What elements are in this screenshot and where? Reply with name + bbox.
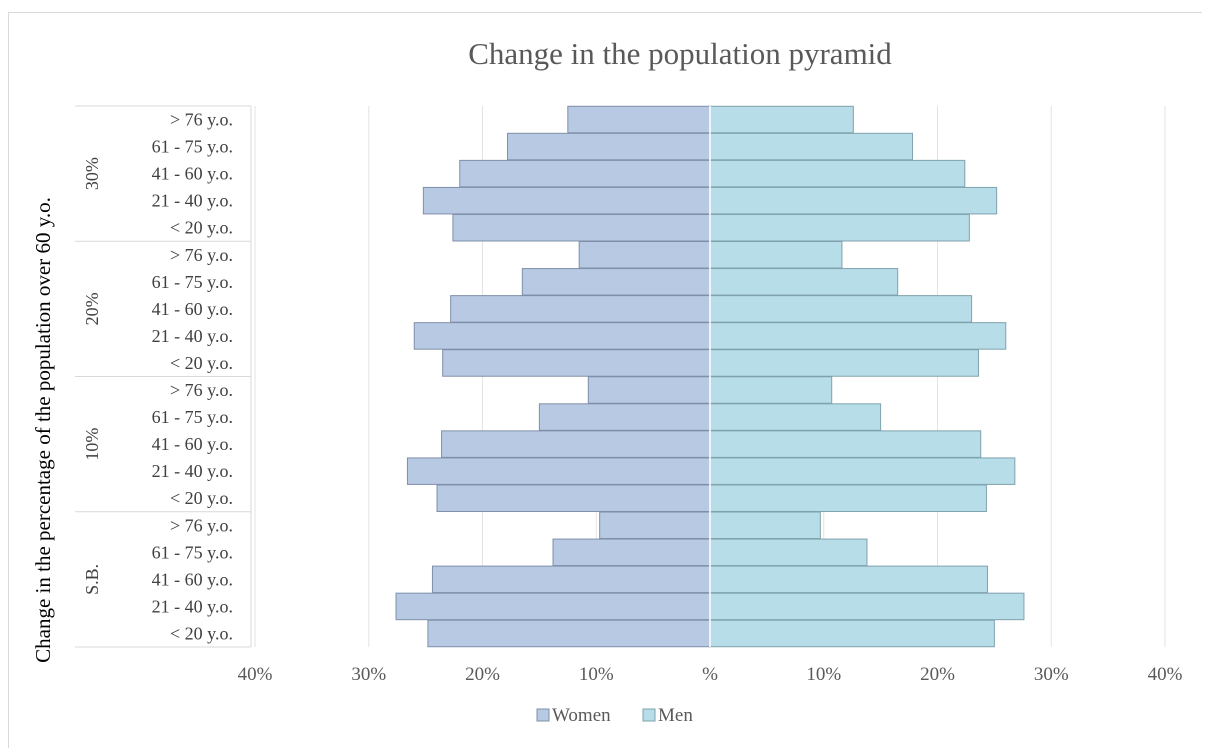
bar-women [406, 457, 711, 485]
bar-men [709, 295, 973, 323]
bar-women [452, 213, 711, 242]
category-label: > 76 y.o. [170, 245, 233, 265]
bar-women [441, 430, 711, 458]
bar-women [587, 376, 711, 404]
bar-men [709, 132, 913, 161]
bar-women [521, 268, 711, 296]
category-label: < 20 y.o. [170, 623, 233, 643]
bar-women [507, 132, 711, 161]
x-tick-label: 20% [920, 664, 955, 685]
category-label: < 20 y.o. [170, 353, 233, 373]
category-label: 21 - 40 y.o. [152, 191, 233, 211]
category-label: > 76 y.o. [170, 515, 233, 535]
category-label: < 20 y.o. [170, 488, 233, 508]
bar-women [599, 511, 711, 540]
bar-men [709, 511, 821, 540]
bar-men [709, 484, 987, 512]
bar-women [578, 241, 711, 269]
bar-men [709, 457, 1016, 485]
legend: Women Men [536, 705, 693, 726]
x-tick-label: 10% [806, 664, 841, 685]
bar-men [709, 538, 868, 567]
x-tick-label: 40% [238, 664, 273, 685]
bar-women [395, 592, 711, 621]
bar-women [427, 619, 711, 648]
bar-women [431, 565, 711, 594]
bars-layer [395, 105, 1025, 648]
category-label: > 76 y.o. [170, 380, 233, 400]
category-label: 41 - 60 y.o. [152, 569, 233, 589]
category-label: 61 - 75 y.o. [152, 272, 233, 292]
category-label: 61 - 75 y.o. [152, 542, 233, 562]
category-label: 41 - 60 y.o. [152, 434, 233, 454]
category-label: 41 - 60 y.o. [152, 164, 233, 184]
bar-men [709, 403, 882, 431]
legend-swatch-men [642, 708, 656, 722]
labels-layer: 30% > 76 y.o. 61 - 75 y.o. 41 - 60 y.o. 21 -… [82, 110, 233, 644]
category-label: 41 - 60 y.o. [152, 299, 233, 319]
bar-men [709, 241, 843, 269]
bar-women [413, 322, 711, 350]
bar-men [709, 376, 833, 404]
bar-men [709, 565, 989, 594]
bar-men [709, 159, 966, 188]
legend-label-men: Men [658, 705, 693, 726]
bar-women [450, 295, 711, 323]
bar-men [709, 186, 998, 215]
x-tick-label: 10% [579, 664, 614, 685]
group-label: 30% [82, 157, 102, 190]
category-label: 21 - 40 y.o. [152, 461, 233, 481]
bar-men [709, 430, 982, 458]
x-tick-label: 20% [465, 664, 500, 685]
bar-men [709, 349, 979, 377]
x-tick-label: 30% [351, 664, 386, 685]
bar-women [422, 186, 711, 215]
bar-women [442, 349, 711, 377]
category-label: 61 - 75 y.o. [152, 137, 233, 157]
bar-men [709, 619, 995, 648]
bar-men [709, 213, 970, 242]
axis-layer: 40% 30% 20% 10%% 10% 20% 30% 40% [75, 105, 1183, 685]
category-label: 21 - 40 y.o. [152, 596, 233, 616]
bar-women [436, 484, 711, 512]
category-label: 21 - 40 y.o. [152, 326, 233, 346]
bar-women [538, 403, 711, 431]
bar-men [709, 268, 899, 296]
chart-title: Change in the population pyramid [468, 36, 892, 71]
group-label: 20% [82, 292, 102, 325]
legend-label-women: Women [552, 705, 611, 726]
bar-women [459, 159, 711, 188]
bar-men [709, 322, 1007, 350]
x-tick-label: % [702, 664, 718, 685]
x-tick-label: 40% [1148, 664, 1183, 685]
legend-swatch-women [536, 708, 550, 722]
x-tick-label: 30% [1034, 664, 1069, 685]
category-label: > 76 y.o. [170, 110, 233, 130]
category-label: < 20 y.o. [170, 218, 233, 238]
bar-women [567, 105, 711, 134]
category-label: 61 - 75 y.o. [152, 407, 233, 427]
bar-women [552, 538, 711, 567]
bar-men [709, 105, 854, 134]
chart-frame [8, 12, 1202, 748]
y-axis-label: Change in the percentage of the populati… [31, 197, 55, 663]
group-label: S.B. [82, 564, 102, 595]
group-label: 10% [82, 428, 102, 461]
bar-men [709, 592, 1025, 621]
